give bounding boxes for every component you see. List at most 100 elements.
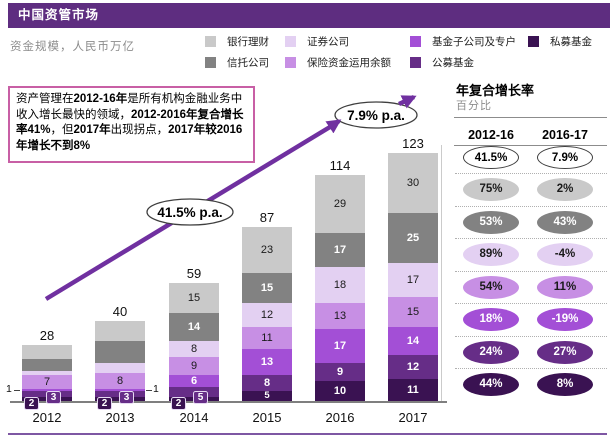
dotted-separator	[455, 270, 607, 272]
bar-segment-insurance: 13	[315, 303, 365, 329]
panel-divider-line	[441, 145, 442, 401]
growth-ellipse-short	[334, 101, 418, 129]
bar-total-label: 59	[186, 266, 202, 281]
annotation-run: 资产管理在	[16, 93, 74, 105]
cagr-title: 年复合增长率	[456, 83, 535, 98]
bar-value-badge-public_fund: 3	[46, 391, 61, 404]
cagr-oval-total: 41.5%	[463, 145, 519, 169]
cagr-oval-fund_subsidiary: -19%	[537, 308, 593, 331]
legend-label: 证券公司	[307, 36, 349, 49]
legend-item-bank_wm: 银行理财	[205, 33, 269, 49]
bar-segment-fund_subsidiary: 13	[242, 349, 292, 375]
growth-label-long: 41.5% p.a.	[157, 205, 222, 220]
legend-item-securities: 证券公司	[285, 33, 349, 49]
growth-arrow-long-tip	[325, 119, 342, 134]
growth-arrow-short	[398, 94, 417, 109]
bar-segment-securities: 18	[315, 267, 365, 303]
x-axis-label: 2015	[252, 410, 282, 425]
bar-segment-trust: 15	[242, 273, 292, 303]
bar-value-badge-private_fund: 2	[97, 397, 112, 410]
dotted-separator	[455, 368, 607, 369]
cagr-col-header: 2012-16	[468, 128, 514, 142]
header-bar: 中国资管市场	[8, 3, 610, 28]
legend-swatch-private_fund	[528, 36, 539, 48]
bar-segment-public_fund: 9	[315, 363, 365, 381]
bar-segment-fund_subsidiary: 14	[388, 327, 438, 355]
annotation-run: 2017年	[73, 124, 111, 137]
cagr-oval-insurance: 11%	[537, 275, 593, 299]
dotted-separator	[455, 205, 607, 207]
bar-segment-bank_wm	[95, 321, 145, 341]
bar-segment-trust: 17	[315, 233, 365, 267]
cagr-col-header: 2016-17	[542, 128, 588, 142]
legend-swatch-securities	[285, 36, 296, 48]
x-axis-label: 2017	[398, 410, 428, 425]
bar-segment-fund_subsidiary	[95, 389, 145, 391]
cagr-oval-securities: -4%	[537, 243, 593, 266]
legend-swatch-public_fund	[410, 57, 421, 69]
bar-segment-securities	[95, 363, 145, 373]
legend-label: 公募基金	[432, 57, 474, 70]
annotation-text: 资产管理在2012-16年是所有机构金融业务中收入增长最快的领域，2012-20…	[16, 93, 244, 152]
panel-line-top	[454, 117, 607, 118]
legend-label: 保险资金运用余额	[307, 57, 391, 70]
dotted-separator	[455, 238, 607, 239]
x-axis-line	[10, 401, 447, 403]
bar-segment-private_fund: 10	[315, 381, 365, 401]
bar-segment-bank_wm	[22, 345, 72, 359]
bar-segment-bank_wm: 29	[315, 175, 365, 233]
bar-segment-insurance: 9	[169, 357, 219, 375]
annotation-box: 资产管理在2012-16年是所有机构金融业务中收入增长最快的领域，2012-20…	[8, 86, 255, 163]
bar-total-label: 87	[259, 210, 275, 225]
x-axis-label: 2016	[325, 410, 355, 425]
dotted-separator	[455, 303, 607, 304]
cagr-oval-trust: 53%	[463, 210, 519, 234]
legend-swatch-trust	[205, 57, 216, 69]
bar-total-label: 123	[402, 136, 424, 151]
bar-value-badge-private_fund: 2	[24, 397, 39, 410]
bar-segment-public_fund: 8	[242, 375, 292, 391]
callout-leader-line	[146, 390, 152, 391]
bar-value-badge-private_fund: 2	[171, 397, 186, 410]
bar-value-badge-public_fund: 3	[119, 391, 134, 404]
cagr-oval-private_fund: 8%	[537, 373, 593, 396]
bar-total-label: 114	[329, 158, 351, 173]
legend-item-trust: 信托公司	[205, 54, 269, 69]
cagr-oval-securities: 89%	[463, 243, 519, 266]
bar-segment-trust	[22, 359, 72, 371]
bar-segment-fund_subsidiary	[22, 389, 72, 391]
bar-segment-public_fund: 12	[388, 355, 438, 379]
legend-item-public_fund: 公募基金	[410, 54, 474, 70]
cagr-oval-insurance: 54%	[463, 275, 519, 299]
cagr-oval-public_fund: 24%	[463, 340, 519, 364]
bar-segment-bank_wm: 23	[242, 227, 292, 273]
cagr-oval-private_fund: 44%	[463, 373, 519, 396]
cagr-oval-trust: 43%	[537, 210, 593, 234]
legend-label: 基金子公司及专户	[432, 36, 516, 49]
growth-ellipse-long	[146, 198, 234, 226]
cagr-oval-bank_wm: 2%	[537, 178, 593, 201]
legend-item-insurance: 保险资金运用余额	[285, 54, 391, 70]
bar-segment-bank_wm: 30	[388, 153, 438, 213]
bar-value-badge-public_fund: 5	[193, 391, 208, 404]
x-axis-label: 2012	[32, 410, 62, 425]
bar-segment-insurance: 8	[95, 373, 145, 389]
bar-segment-fund_subsidiary: 17	[315, 329, 365, 363]
bar-segment-trust: 14	[169, 313, 219, 341]
legend-label: 银行理财	[227, 36, 269, 49]
legend-item-private_fund: 私募基金	[528, 33, 592, 49]
bar-segment-securities: 8	[169, 341, 219, 357]
chart-subtitle: 资金规模，人民币万亿	[10, 41, 135, 53]
bar-value-callout-fund_subsidiary: 1	[6, 383, 12, 395]
legend-swatch-fund_subsidiary	[410, 36, 421, 48]
annotation-run: 出现拐点，	[110, 124, 169, 137]
legend-label: 私募基金	[550, 36, 592, 49]
bar-total-label: 40	[112, 304, 128, 319]
x-axis-label: 2014	[179, 410, 209, 425]
legend-swatch-bank_wm	[205, 36, 216, 48]
legend-swatch-insurance	[285, 57, 296, 69]
cagr-oval-public_fund: 27%	[537, 340, 593, 364]
bar-segment-trust	[95, 341, 145, 363]
cagr-subtitle: 百分比	[456, 100, 492, 112]
